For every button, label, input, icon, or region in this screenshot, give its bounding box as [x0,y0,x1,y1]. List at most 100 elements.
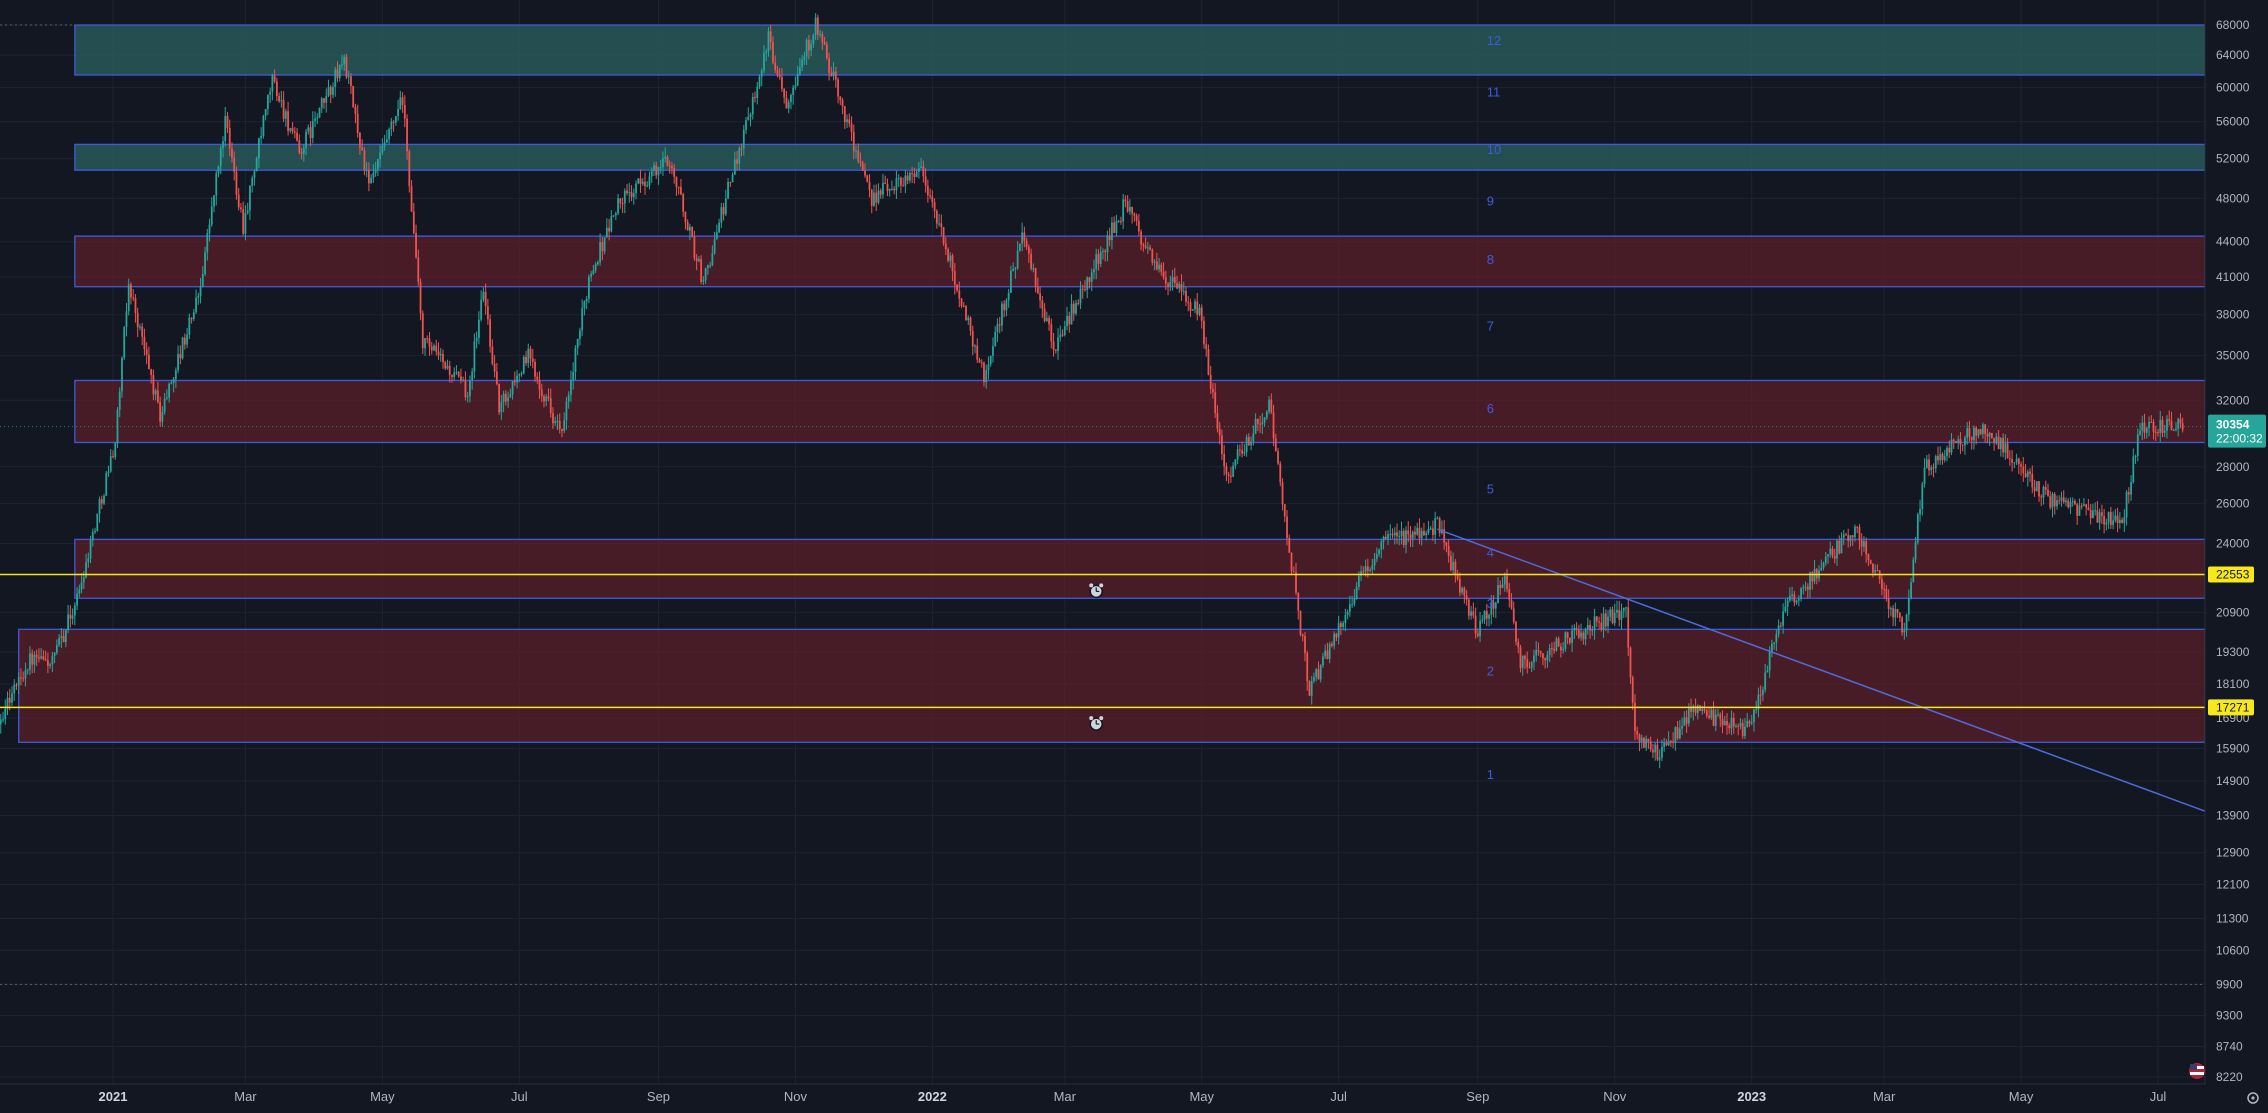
candle-body [819,34,822,36]
candle [1461,586,1464,596]
candle [760,68,763,87]
candle [352,85,355,109]
candle [1149,244,1151,251]
candle [1001,301,1003,332]
candle [433,343,435,352]
candle [1665,738,1668,747]
candle [1209,365,1212,394]
candle [1894,602,1897,627]
candle-body [1039,293,1041,301]
candle-body [1503,575,1506,585]
candle-body [1155,261,1158,270]
candle-body [228,127,231,149]
candle [2017,457,2020,475]
candle [2083,498,2085,507]
candle [767,27,770,57]
candle [592,264,595,276]
candle-body [103,495,105,504]
candle [35,649,38,667]
candle [1813,559,1816,585]
candle [1577,624,1580,640]
x-tick-label: May [370,1089,395,1104]
gear-icon[interactable] [2247,1092,2259,1104]
candle-body [1512,608,1515,622]
candle [1362,566,1365,575]
candle-body [2141,422,2144,431]
candle-body [1982,424,1984,435]
candle [969,316,972,336]
candle [163,392,166,415]
candle-body [40,656,43,659]
candle-body [619,198,622,204]
candle-body [1829,548,1832,555]
candle-body [612,215,615,217]
candle-body [691,226,694,237]
candle [1162,262,1165,280]
candle-body [1432,528,1434,535]
x-tick-label: 2022 [918,1089,947,1104]
candle-body [2134,455,2137,457]
candle [1348,595,1351,617]
candle-body [585,298,588,302]
candle [686,219,689,231]
candle-body [848,119,851,124]
candle [408,149,411,193]
candle [799,57,801,77]
candle [325,88,328,113]
candle [1609,606,1612,622]
candle-body [460,376,462,381]
candle [1975,426,1978,445]
candle-body [1135,215,1138,221]
candle-body [1524,655,1526,660]
candle [1234,459,1237,470]
candle-body [1793,594,1796,603]
candle-body [1613,612,1616,624]
candle [590,270,593,282]
candle-body [704,268,707,281]
candle-body [870,189,873,206]
candle [1182,281,1185,296]
candle [2060,491,2063,507]
candle [64,628,67,648]
candle [1301,633,1304,642]
candle-body [601,242,604,252]
candle-body [1099,251,1102,264]
candle [861,160,864,171]
candle [1898,612,1901,622]
candle [1384,530,1387,540]
candle [1932,463,1935,478]
candle [1070,294,1073,325]
candle-body [1726,720,1728,726]
candle-body [803,56,806,60]
candle-body [662,158,664,168]
candle [1741,719,1744,739]
candle [2103,508,2106,534]
candle [1113,216,1116,233]
candle-body [163,398,166,412]
candle-body [823,42,826,45]
candle-body [361,147,364,151]
candle-body [1948,447,1951,453]
candle [1515,620,1517,646]
candle-body [2127,492,2130,495]
candle [1719,712,1722,728]
candle-body [1802,587,1805,589]
candle-body [1297,592,1300,611]
candle [807,34,810,60]
candle [697,256,700,263]
candle-body [2011,459,2013,463]
candle [574,345,577,381]
candle-body [453,372,456,377]
candle [2011,450,2013,472]
candle-body [534,361,536,377]
candle [26,668,29,675]
candle [1970,436,1973,450]
candle [1928,453,1930,476]
candle-body [1137,220,1140,232]
candle-body [318,107,321,118]
candle [513,371,516,386]
candle-body [1375,554,1378,559]
candle [1039,286,1041,309]
